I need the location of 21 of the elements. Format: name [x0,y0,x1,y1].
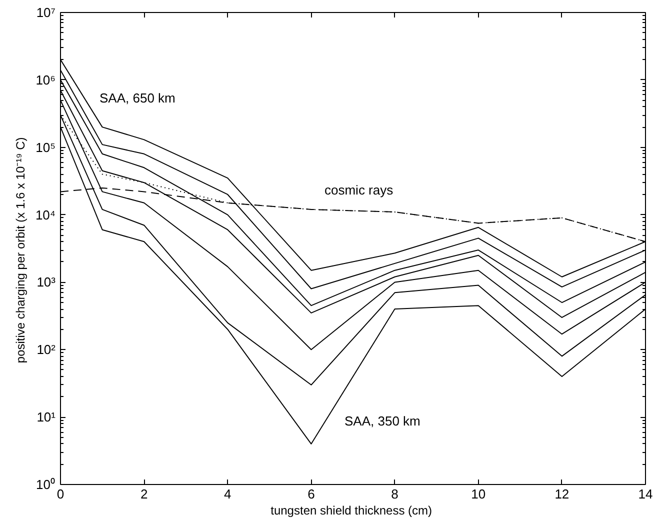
x-tick-label: 10 [471,486,486,502]
y-tick-label: 10⁶ [36,72,56,88]
x-tick-label: 4 [224,486,232,502]
x-tick-label: 2 [140,486,148,502]
y-tick-label: 10⁵ [36,140,56,155]
x-tick-label: 0 [56,486,64,502]
y-tick-label: 10⁷ [36,5,56,20]
y-tick-label: 10⁴ [35,207,56,222]
x-axis-title: tungsten shield thickness (cm) [270,504,432,518]
y-axis-title: positive charging per orbit (x 1.6 x 10⁻¹⁹ C) [13,137,28,364]
x-tick-label: 12 [554,486,570,502]
y-tick-label: 10⁰ [36,477,56,492]
annotation: SAA, 650 km [100,90,176,106]
y-tick-label: 10² [36,342,56,358]
x-tick-label: 8 [391,486,398,502]
x-tick-label: 6 [308,486,315,502]
x-tick-label: 14 [638,486,653,502]
annotation: cosmic rays [324,182,394,198]
annotation: SAA, 350 km [344,414,420,428]
y-tick-label: 10³ [36,274,56,290]
y-tick-label: 10¹ [36,410,56,425]
